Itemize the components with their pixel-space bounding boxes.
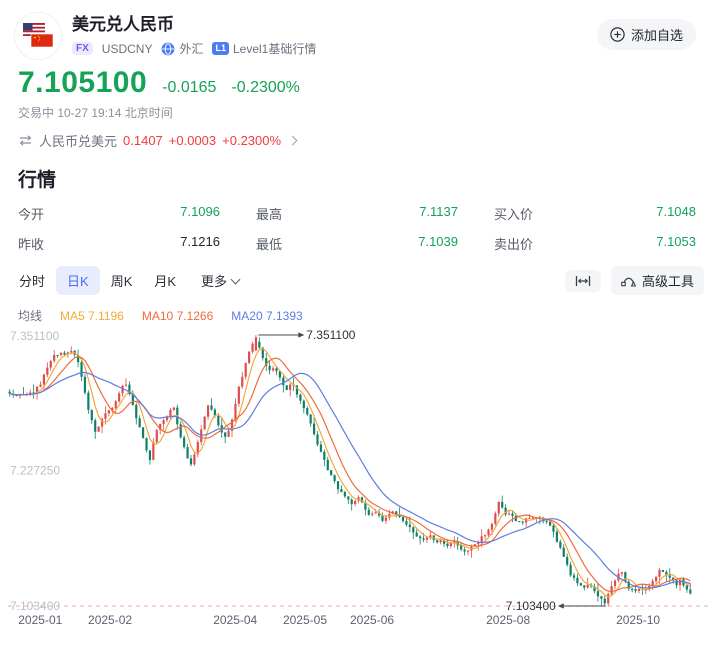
svg-text:2025-04: 2025-04	[213, 613, 257, 627]
page-title: 美元兑人民币	[72, 15, 174, 34]
market-type: 外汇	[161, 40, 203, 57]
y-axis-labels: 7.351100 7.227250 7.103400	[10, 329, 60, 613]
chevron-down-icon	[230, 274, 241, 284]
ma5-line	[9, 347, 691, 598]
chart-toolbar: 分时 日K 周K 月K 更多 高级工具	[0, 266, 714, 295]
svg-text:2025-02: 2025-02	[88, 613, 132, 627]
chevron-right-icon	[287, 135, 298, 146]
svg-text:7.103400: 7.103400	[506, 599, 556, 613]
instrument-badges: FX USDCNY 外汇 L1 Level1基础行情	[72, 40, 597, 57]
ma-legend: 均线 MA5 7.1196 MA10 7.1266 MA20 7.1393	[0, 295, 714, 324]
svg-text:2025-10: 2025-10	[616, 613, 660, 627]
more-label: 更多	[201, 274, 228, 289]
tab-weekly-k[interactable]: 周K	[110, 274, 133, 289]
stat-label: 卖出价	[494, 237, 534, 252]
candlestick-chart[interactable]: 7.351100 7.227250 7.103400 7.351100 7.103400…	[0, 325, 714, 631]
svg-text:2025-05: 2025-05	[283, 613, 327, 627]
svg-text:7.351100: 7.351100	[10, 329, 59, 343]
high-annotation: 7.351100	[258, 328, 356, 342]
add-watchlist-button[interactable]: 添加自选	[596, 19, 696, 50]
svg-text:7.351100: 7.351100	[306, 328, 355, 342]
globe-icon	[162, 42, 175, 55]
trading-status: 交易中 10-27 19:14 北京时间	[18, 106, 173, 120]
stat-label: 今开	[18, 207, 45, 222]
stat-low: 最低 7.1039	[256, 234, 458, 253]
x-axis-labels: 2025-01 2025-02 2025-04 2025-05 2025-06 2025-…	[18, 613, 660, 627]
tab-monthly-k[interactable]: 月K	[154, 274, 177, 289]
ma10-line	[9, 355, 691, 593]
svg-text:7.103400: 7.103400	[10, 599, 60, 613]
ma20-legend: MA20 7.1393	[231, 308, 303, 323]
candles-layer	[8, 335, 692, 606]
svg-text:2025-06: 2025-06	[350, 613, 394, 627]
low-annotation: 7.103400	[506, 599, 606, 613]
fit-width-icon	[575, 275, 591, 286]
stat-label: 最高	[256, 207, 283, 222]
bezier-tool-icon	[621, 277, 636, 287]
stat-bid: 买入价 7.1048	[494, 204, 696, 223]
last-price: 7.105100	[18, 66, 148, 99]
stat-value: 7.1039	[418, 234, 458, 249]
inverse-change-percent: +0.2300%	[222, 133, 282, 148]
inverse-price: 0.1407	[123, 133, 163, 148]
symbol-code: USDCNY	[101, 41, 153, 56]
swap-icon	[19, 135, 32, 146]
more-dropdown[interactable]: 更多	[193, 266, 247, 295]
price-change-percent: -0.2300%	[231, 79, 300, 96]
stat-label: 最低	[256, 237, 283, 252]
inverse-quote-link[interactable]: 人民币兑美元 0.1407 +0.0003 +0.2300%	[18, 131, 696, 150]
stat-value: 7.1216	[180, 234, 220, 249]
inverse-pair-label: 人民币兑美元	[39, 134, 118, 149]
ma-legend-title: 均线	[18, 309, 43, 323]
plus-circle-icon	[610, 27, 625, 42]
section-title: 行情	[18, 170, 57, 191]
add-watchlist-label: 添加自选	[630, 28, 683, 43]
ma5-legend: MA5 7.1196	[60, 308, 124, 323]
stat-value: 7.1053	[656, 234, 696, 249]
instrument-avatar	[14, 12, 62, 60]
price-change: -0.0165	[162, 79, 217, 96]
advanced-tools-button[interactable]: 高级工具	[610, 266, 704, 295]
svg-text:7.227250: 7.227250	[10, 464, 60, 478]
page-header: 美元兑人民币 FX USDCNY 外汇 L1 Level1基础行情	[0, 0, 714, 60]
stats-grid: 今开 7.1096 最高 7.1137 买入价 7.1048 昨收 7.1216…	[18, 204, 696, 253]
stat-label: 买入价	[494, 207, 534, 222]
chart-section: 分时 日K 周K 月K 更多 高级工具 均线 MA5 7.1196	[0, 253, 714, 631]
inverse-change: +0.0003	[168, 133, 217, 148]
level1-badge: L1	[212, 42, 229, 55]
advanced-tools-label: 高级工具	[641, 274, 694, 289]
stat-value: 7.1137	[419, 204, 458, 219]
stat-ask: 卖出价 7.1053	[494, 234, 696, 253]
stat-prev-close: 昨收 7.1216	[18, 234, 220, 253]
market-type-label: 外汇	[179, 42, 204, 56]
market-data-section: 行情 今开 7.1096 最高 7.1137 买入价 7.1048 昨收 7.1…	[0, 150, 714, 253]
stat-label: 昨收	[18, 237, 45, 252]
usd-cny-flags-icon	[23, 23, 54, 48]
stat-high: 最高 7.1137	[256, 204, 458, 223]
quote-section: 7.105100 -0.0165 -0.2300% 交易中 10-27 19:1…	[0, 60, 714, 150]
tab-intraday[interactable]: 分时	[19, 274, 46, 289]
level1-label: Level1基础行情	[232, 42, 317, 56]
stat-open: 今开 7.1096	[18, 204, 220, 223]
ma20-line	[9, 371, 691, 589]
svg-text:2025-08: 2025-08	[486, 613, 530, 627]
stat-value: 7.1048	[656, 204, 696, 219]
ma10-legend: MA10 7.1266	[141, 308, 214, 323]
svg-text:2025-01: 2025-01	[18, 613, 62, 627]
tab-daily-k[interactable]: 日K	[56, 266, 100, 295]
stat-value: 7.1096	[180, 204, 220, 219]
fx-badge: FX	[72, 42, 93, 55]
level1-tag: L1 Level1基础行情	[212, 40, 316, 57]
fit-width-button[interactable]	[564, 269, 601, 292]
